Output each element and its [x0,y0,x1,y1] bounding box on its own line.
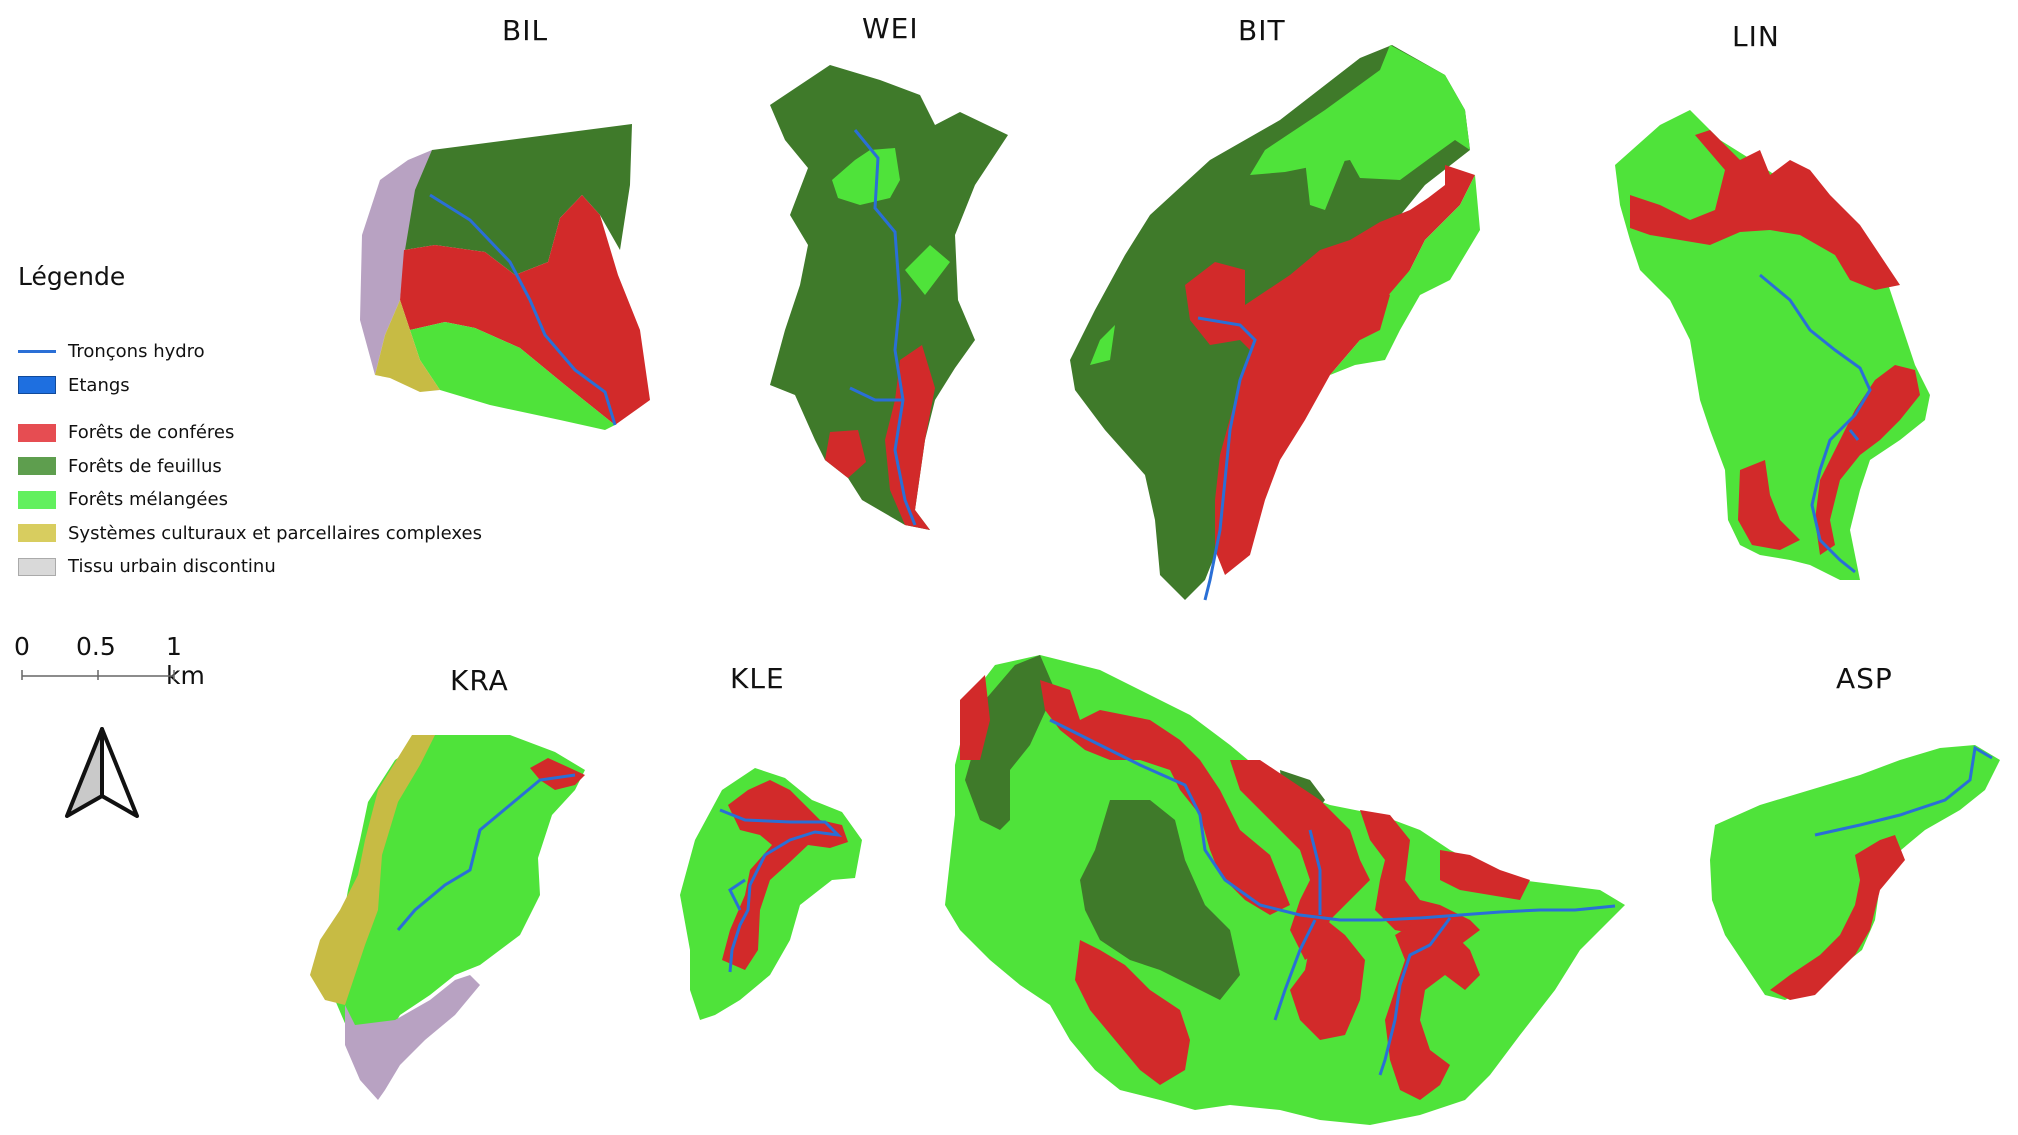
catchment-central [945,655,1625,1125]
label-bil: BIL [502,14,549,47]
crops-swatch [18,524,56,543]
kra-crops-zone [310,735,435,1005]
catchment-bit [1070,45,1480,601]
scale-label-0: 0 [14,632,30,661]
bil-conifer-zone [400,195,650,425]
central-conifer-zone-5 [1075,940,1190,1085]
catchment-wei [770,65,1008,530]
bil-stream [429,193,617,426]
legend-item-streams: Tronçons hydro [18,335,482,369]
kle-stream-2 [728,878,746,911]
legend-item-label: Etangs [68,374,130,396]
central-conifer-zone-7 [1385,920,1480,1100]
central-conifer-zone-4 [1440,850,1530,900]
central-conifer-zone-3 [1360,810,1480,945]
lin-conifer-zone-top [1630,130,1900,290]
wei-mixed-zone-1 [832,148,900,205]
central-conifer-zone-6 [1290,915,1365,1040]
legend-title: Légende [18,262,126,291]
catchment-asp [1710,745,2000,1000]
legend-item-label: Tronçons hydro [68,341,205,363]
urban-swatch [18,557,56,576]
kra-conifer-zone [530,758,585,790]
legend-item-label: Systèmes culturaux et parcellaires compl… [68,522,482,544]
asp-mixed-zone [1710,745,2000,1000]
bit-conifer-right [1320,280,1390,345]
lin-conifer-zone-right [1815,365,1920,555]
mixed-swatch [18,490,56,509]
legend-item-conifer: Forêts de conféres [18,416,482,450]
label-kra: KRA [450,664,509,697]
catchment-kra [310,735,585,1100]
central-stream-main [1049,718,1616,922]
scale-bar-line [21,670,175,680]
legend-item-ponds: Etangs [18,369,482,403]
scale-label-1km: 1 km [166,632,205,690]
legend-item-label: Forêts de feuillus [68,455,222,477]
bit-mixed-zone-right [1330,175,1480,375]
central-broadleaf-zone-2 [1080,800,1240,1000]
kra-mixed-zone [330,735,585,1085]
catchment-kle [680,768,862,1020]
wei-conifer-zone-1 [885,345,935,530]
legend-item-mixed: Forêts mélangées [18,483,482,517]
central-stream-trib-2 [1273,919,1317,1021]
kle-conifer-zone [722,780,848,970]
label-bit: BIT [1238,14,1286,47]
conifer-swatch [18,423,56,442]
bil-broadleaf-zone [404,124,632,275]
central-conifer-zone-1 [1040,680,1290,915]
wei-conifer-zone-2 [825,430,866,478]
legend-item-broadleaf: Forêts de feuillus [18,450,482,484]
legend-item-label: Tissu urbain discontinu [68,556,276,578]
stream-line-swatch [18,350,56,354]
kra-urban-zone [345,975,480,1100]
legend: Légende Tronçons hydro Etangs Forêts de … [18,262,482,584]
label-lin: LIN [1732,20,1780,53]
north-arrow-icon [65,727,139,818]
wei-mixed-zone-2 [905,245,950,295]
legend-item-label: Forêts de conféres [68,422,235,444]
broadleaf-swatch [18,457,56,476]
bit-conifer-zone [1185,165,1475,575]
wei-stream [853,129,917,526]
scale-label-half: 0.5 [76,632,116,661]
bit-mixed-zone-left [1090,325,1115,365]
central-conifer-zone-8 [960,675,990,760]
legend-item-urban: Tissu urbain discontinu [18,550,482,584]
bit-broadleaf-island [1305,105,1375,210]
label-wei: WEI [862,12,919,45]
lin-stream [1759,273,1872,574]
central-conifer-zone-2 [1230,760,1370,960]
scale-bar: 0 0.5 1 km [14,632,205,690]
lin-conifer-zone-bottom [1738,460,1800,550]
central-stream-trib-1 [1308,829,1322,915]
kle-stream [719,808,843,973]
ponds-swatch [18,376,56,395]
catchment-bil [360,124,650,430]
central-stream-trib-3 [1378,917,1452,1076]
asp-conifer-zone [1770,835,1905,1000]
bil-crops-zone [375,300,440,392]
asp-stream [1814,745,1993,837]
bil-mixed-zone [410,322,615,430]
label-asp: ASP [1836,662,1893,695]
catchment-lin [1615,110,1930,580]
label-kle: KLE [730,662,785,695]
legend-item-label: Forêts mélangées [68,489,228,511]
bil-urban-zone [360,150,432,375]
legend-item-crops: Systèmes culturaux et parcellaires compl… [18,517,482,551]
wei-broadleaf-zone [770,65,1008,530]
kra-stream [396,773,576,931]
lin-stream-2 [1848,429,1860,441]
wei-stream-2 [849,386,903,402]
bit-stream [1197,316,1257,601]
